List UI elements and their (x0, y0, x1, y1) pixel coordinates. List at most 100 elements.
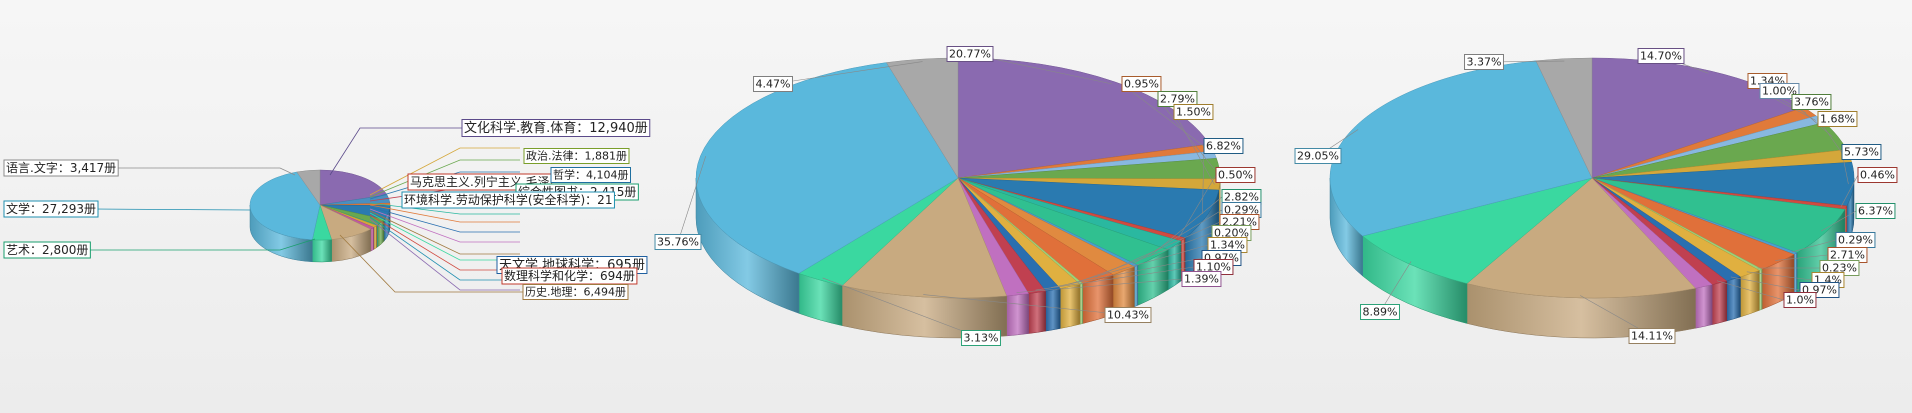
svg-text:环境科学.劳动保护科学(安全科学)：21: 环境科学.劳动保护科学(安全科学)：21 (404, 192, 612, 207)
svg-text:35.76%: 35.76% (657, 236, 699, 249)
pie-slice[interactable] (1329, 60, 1593, 237)
svg-text:2.71%: 2.71% (1830, 249, 1865, 262)
pie-top (1329, 57, 1855, 299)
label-leader (1716, 280, 1785, 301)
svg-text:0.50%: 0.50% (1218, 169, 1253, 182)
label-leader (1132, 209, 1223, 265)
data-label: 3.37% (1464, 54, 1504, 70)
label-leader (1035, 266, 1195, 291)
pie-side-0.97% (1726, 276, 1741, 322)
data-label: 6.37% (1855, 203, 1896, 219)
svg-text:3.13%: 3.13% (964, 332, 999, 345)
svg-text:14.70%: 14.70% (1640, 50, 1682, 63)
svg-text:文学：27,293册: 文学：27,293册 (6, 201, 96, 216)
svg-text:10.43%: 10.43% (1107, 309, 1149, 322)
data-label: 数理科学和化学：694册 (501, 267, 638, 285)
leader-line (118, 167, 296, 176)
svg-text:1.34%: 1.34% (1210, 239, 1245, 252)
data-label: 10.43% (1104, 307, 1152, 323)
leader-line (369, 171, 520, 200)
leader-line (369, 202, 520, 215)
data-label: 环境科学.劳动保护科学(安全科学)：21 (401, 191, 615, 209)
leader-line (369, 204, 520, 223)
pie-slice[interactable] (1466, 177, 1696, 299)
leader-line (369, 159, 520, 198)
data-label: 2.71% (1827, 247, 1868, 263)
data-label: 1.10% (1193, 259, 1234, 275)
svg-text:艺术：2,800册: 艺术：2,800册 (6, 243, 88, 257)
data-label: 1.68% (1817, 111, 1858, 127)
pie-side-1.34% (1060, 283, 1081, 329)
svg-text:1.10%: 1.10% (1196, 261, 1231, 274)
pie-side-0.29% (1134, 264, 1139, 308)
data-label: 29.05% (1294, 148, 1342, 164)
label-leader (1067, 244, 1209, 285)
svg-text:14.11%: 14.11% (1631, 330, 1673, 343)
label-leader (1078, 232, 1213, 283)
pie-slice[interactable] (841, 177, 1008, 299)
data-label: 政治.法律：1,881册 (523, 148, 630, 164)
leader-line (369, 147, 520, 196)
data-label: 14.11% (1628, 328, 1676, 344)
svg-text:0.23%: 0.23% (1822, 262, 1857, 275)
data-label: 艺术：2,800册 (3, 241, 91, 259)
svg-text:语言.文字：3,417册: 语言.文字：3,417册 (6, 160, 116, 175)
data-label: 马克思主义.列宁主义.毛泽 (407, 173, 553, 191)
pie-2-labels: 20.77% 0.95%2.79%1.50% 6.82% 0.50% 2.82%0.29… (654, 46, 1262, 346)
label-leader (822, 277, 982, 339)
data-label: 1.0% (1783, 292, 1817, 308)
svg-text:2.79%: 2.79% (1160, 93, 1195, 106)
leader-line (369, 216, 520, 281)
svg-text:0.20%: 0.20% (1214, 227, 1249, 240)
leader-line (369, 218, 520, 291)
label-leader (1820, 210, 1857, 232)
leader-line (329, 127, 462, 176)
pie-sides (249, 204, 391, 263)
pie-side-slice-14 (1695, 284, 1713, 329)
data-label: 0.29% (1221, 202, 1262, 218)
pie-slice[interactable] (249, 171, 321, 241)
label-leader (1730, 276, 1801, 291)
svg-text:1.0%: 1.0% (1786, 294, 1814, 307)
svg-text:6.37%: 6.37% (1858, 205, 1893, 218)
label-leader (677, 155, 707, 243)
svg-text:6.82%: 6.82% (1206, 140, 1241, 153)
pie-side-0.20% (1079, 283, 1083, 325)
svg-text:政治.法律：1,881册: 政治.法律：1,881册 (526, 149, 627, 163)
svg-text:0.29%: 0.29% (1224, 204, 1259, 217)
pie-side-艺术 (312, 239, 332, 263)
svg-text:5.73%: 5.73% (1844, 146, 1879, 159)
pie-top (249, 169, 391, 241)
pie-side-0.97% (1045, 288, 1061, 332)
data-label: 6.82% (1203, 138, 1244, 154)
data-label: 20.77% (946, 46, 994, 62)
pie-side-1.10% (1028, 290, 1046, 334)
pie-slice[interactable] (1535, 57, 1593, 179)
data-label: 语言.文字：3,417册 (3, 159, 119, 177)
data-label: 2.82% (1221, 189, 1262, 205)
pie-side-数理科学和化学 (370, 226, 375, 252)
leader-line (369, 208, 520, 243)
svg-text:1.50%: 1.50% (1176, 106, 1211, 119)
pie-side-1.4% (1740, 270, 1760, 318)
data-label: 0.46% (1857, 167, 1898, 183)
pie-slice[interactable] (296, 169, 321, 206)
label-leader (1791, 239, 1837, 253)
label-leader (1121, 83, 1207, 149)
label-leader (1202, 145, 1205, 215)
svg-text:哲学：4,104册: 哲学：4,104册 (553, 168, 629, 182)
data-label: 0.50% (1215, 167, 1256, 183)
data-label: 4.47% (753, 76, 793, 92)
pie-slice[interactable] (319, 169, 388, 206)
leader-line (339, 234, 523, 293)
data-label: 历史.地理：6,494册 (522, 284, 629, 300)
data-label: 0.29% (1835, 232, 1876, 248)
pie-chart-2: 20.77% 0.95%2.79%1.50% 6.82% 0.50% 2.82%0.29… (654, 46, 1262, 346)
svg-text:数理科学和化学：694册: 数理科学和化学：694册 (504, 268, 635, 283)
svg-text:1.00%: 1.00% (1762, 85, 1797, 98)
pie-chart-1: 文化科学.教育.体育：12,940册语言.文字：3,417册文学：27,293册… (3, 119, 651, 300)
data-label: 文化科学.教育.体育：12,940册 (461, 119, 651, 137)
pie-slice[interactable] (1362, 177, 1593, 284)
svg-text:0.95%: 0.95% (1124, 78, 1159, 91)
